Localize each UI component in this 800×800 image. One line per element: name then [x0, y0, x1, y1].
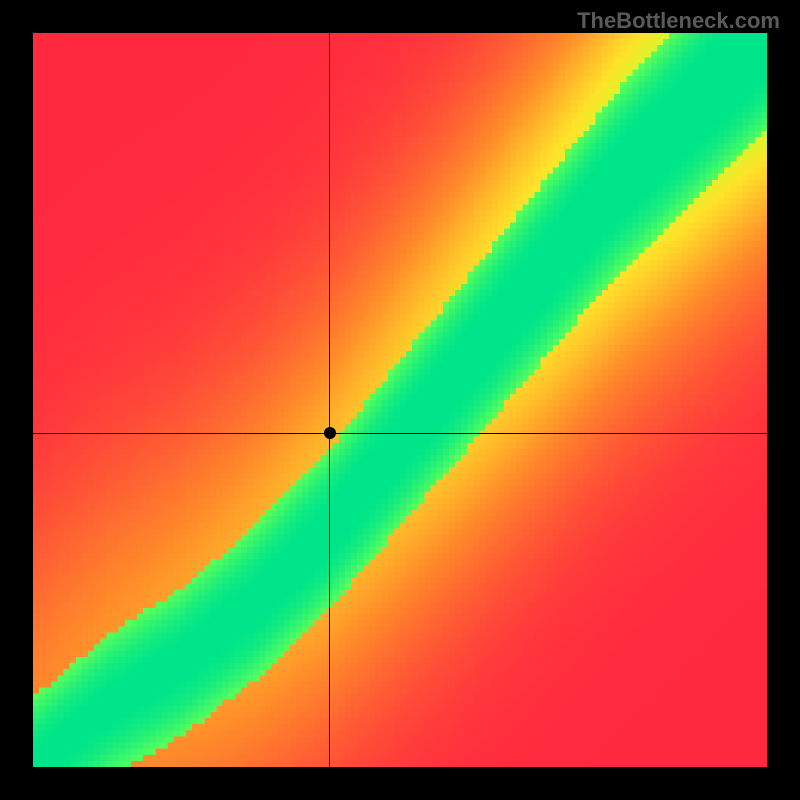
heatmap-canvas [33, 33, 767, 767]
crosshair-horizontal [33, 433, 767, 434]
crosshair-vertical [329, 33, 330, 767]
outer-frame: TheBottleneck.com [0, 0, 800, 800]
crosshair-marker [324, 427, 336, 439]
watermark-text: TheBottleneck.com [577, 8, 780, 34]
heatmap-plot [33, 33, 767, 767]
